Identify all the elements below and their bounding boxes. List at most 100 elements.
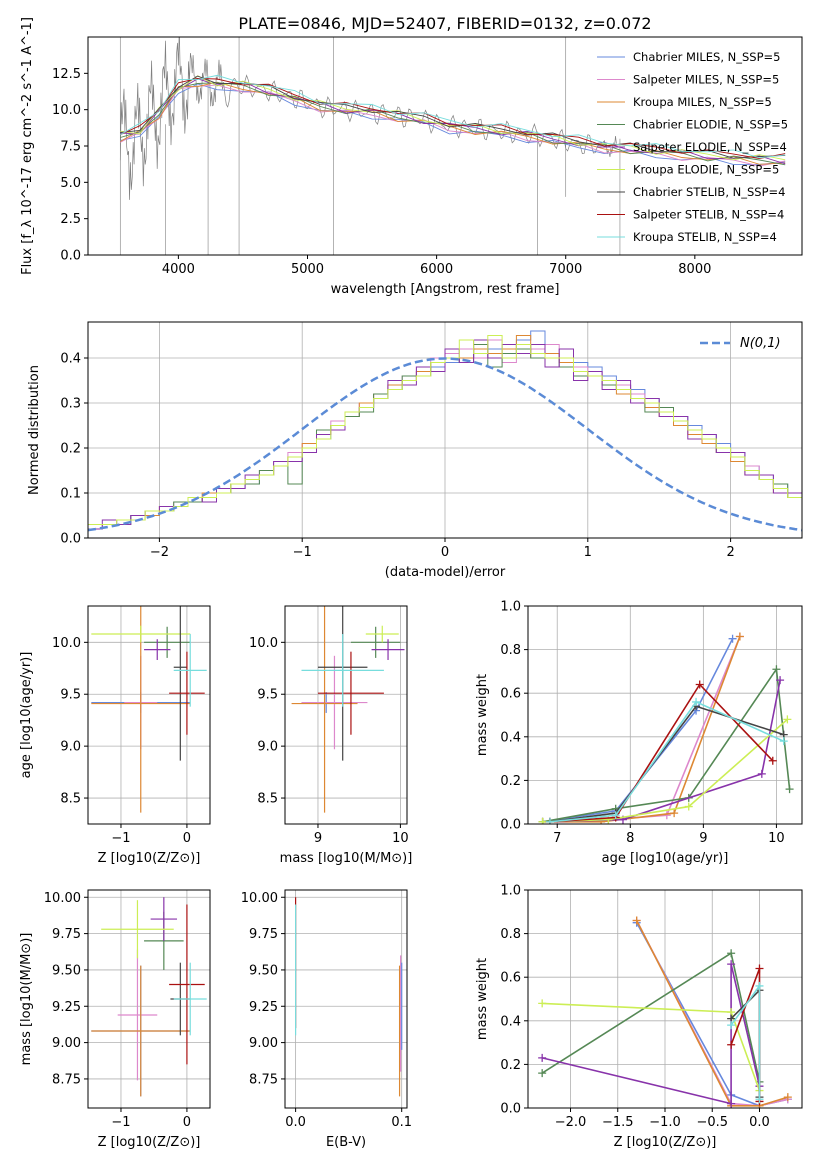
y-tick-label: 2.5 xyxy=(60,212,81,227)
y-tick-label: 0.0 xyxy=(60,249,81,264)
weight-marker-7 xyxy=(695,680,704,689)
y-tick-label: 0.0 xyxy=(60,532,81,547)
x-axis-label: mass [log10(M/M⊙)] xyxy=(280,851,413,866)
weight-marker-8 xyxy=(755,981,764,990)
weight-marker-7 xyxy=(755,964,764,973)
plot-area xyxy=(538,632,794,824)
model-line-7 xyxy=(120,77,786,159)
weight-marker-7 xyxy=(727,1040,736,1049)
figure-title: PLATE=0846, MJD=52407, FIBERID=0132, z=0… xyxy=(238,14,651,33)
y-tick-label: 9.5 xyxy=(257,688,278,703)
chart-residuals: −2 −1 0 1 2 0.0 0.1 0.2 0.3 0.4 (data-model)/error… xyxy=(27,321,803,580)
weight-marker-5 xyxy=(538,999,547,1008)
weight-line-3 xyxy=(541,951,761,1082)
axes-frame xyxy=(527,605,803,825)
histogram-step-4 xyxy=(88,339,802,530)
chart-spectrum: 4000 5000 6000 7000 8000 0.0 2.5 5.0 7.5 10.0 12.5… xyxy=(20,17,803,297)
y-tick-label: 10.0 xyxy=(52,103,81,118)
weight-line-0 xyxy=(542,638,734,823)
legend-label: Salpeter MILES, N_SSP=5 xyxy=(633,73,779,87)
weight-line-8 xyxy=(549,700,785,823)
x-tick-label: 0 xyxy=(183,831,191,846)
weight-line-1 xyxy=(542,636,741,823)
x-axis-label: E(B-V) xyxy=(326,1135,366,1150)
axes-frame xyxy=(284,889,408,1109)
chart-mass-vs-EBV: 0.0 0.1 8.75 9.00 9.25 9.50 9.75 10.00 E(B-V) xyxy=(241,889,412,1150)
weight-line-4 xyxy=(542,963,761,1105)
model-line-1 xyxy=(120,84,786,167)
y-tick-label: 9.0 xyxy=(257,740,278,755)
x-axis-label: Z [log10(Z/Z⊙)] xyxy=(98,851,201,866)
plot-area xyxy=(91,606,207,813)
weight-marker-3 xyxy=(727,949,736,958)
y-tick-label: 0.8 xyxy=(500,927,521,942)
x-tick-label: 10 xyxy=(768,831,785,846)
model-line-6 xyxy=(120,75,786,159)
plot-area xyxy=(91,897,207,1097)
x-tick-label: 8000 xyxy=(678,262,711,277)
y-tick-label: 9.25 xyxy=(249,1000,278,1015)
y-tick-label: 0.4 xyxy=(500,730,521,745)
x-tick-label: 10 xyxy=(392,831,409,846)
x-tick-label: 9 xyxy=(699,831,707,846)
legend-label: N(0,1) xyxy=(740,336,781,351)
weight-marker-5 xyxy=(604,815,613,824)
axes-frame xyxy=(87,605,211,825)
y-tick-label: 0.2 xyxy=(60,442,81,457)
chart-mass-weight-vs-Z: −2.0 −1.5 −1.0 −0.5 0.0 0.0 0.2 0.4 0.6 0.8 1.0 Z [… xyxy=(475,884,803,1150)
axes-frame xyxy=(284,605,408,825)
y-tick-label: 0.6 xyxy=(500,971,521,986)
weight-marker-8 xyxy=(727,1021,736,1030)
y-tick-label: 12.5 xyxy=(52,67,81,82)
weight-marker-3 xyxy=(538,1069,547,1078)
weight-marker-5 xyxy=(783,715,792,724)
histogram-step-2 xyxy=(88,335,802,530)
axes-frame xyxy=(87,889,211,1109)
y-axis-label: mass weight xyxy=(475,674,490,756)
weight-marker-4 xyxy=(727,960,736,969)
x-tick-label: −1 xyxy=(293,545,312,560)
y-tick-label: 0.0 xyxy=(500,1102,521,1117)
y-tick-label: 9.0 xyxy=(60,740,81,755)
x-axis-label: Z [log10(Z/Z⊙)] xyxy=(98,1135,201,1150)
x-tick-label: 5000 xyxy=(291,262,324,277)
weight-marker-5 xyxy=(684,802,693,811)
weight-marker-0 xyxy=(728,634,737,643)
weight-marker-8 xyxy=(692,697,701,706)
y-tick-label: 9.00 xyxy=(249,1036,278,1051)
histogram-step-5 xyxy=(88,335,802,525)
y-axis-label: age [log10(age/yr)] xyxy=(19,652,34,779)
y-tick-label: 10.0 xyxy=(249,636,278,651)
weight-marker-8 xyxy=(611,811,620,820)
weight-line-8 xyxy=(730,983,761,1100)
legend-label: Salpeter ELODIE, N_SSP=4 xyxy=(633,140,787,154)
legend: N(0,1) xyxy=(700,336,781,351)
x-tick-label: 1 xyxy=(584,545,592,560)
legend: Chabrier MILES, N_SSP=5 Salpeter MILES, N… xyxy=(597,50,788,244)
y-tick-label: 9.75 xyxy=(249,927,278,942)
x-tick-label: 0.0 xyxy=(285,1115,306,1130)
x-tick-label: 4000 xyxy=(162,262,195,277)
y-tick-label: 9.75 xyxy=(52,927,81,942)
y-tick-label: 9.50 xyxy=(249,963,278,978)
weight-line-7 xyxy=(549,683,774,823)
plot-area xyxy=(291,606,405,813)
y-axis-label: mass weight xyxy=(475,958,490,1040)
y-tick-label: 9.5 xyxy=(60,688,81,703)
x-axis-label: wavelength [Angstrom, rest frame] xyxy=(331,282,560,297)
y-tick-label: 0.2 xyxy=(500,1058,521,1073)
weight-marker-4 xyxy=(757,769,766,778)
y-tick-label: 8.75 xyxy=(249,1072,278,1087)
weight-marker-2 xyxy=(783,1093,792,1102)
x-tick-label: −2.0 xyxy=(555,1115,587,1130)
x-tick-label: 7 xyxy=(553,831,561,846)
legend-label: Kroupa ELODIE, N_SSP=5 xyxy=(633,163,779,177)
plot-area xyxy=(538,916,792,1108)
x-tick-label: 9 xyxy=(314,831,322,846)
x-tick-label: −1.0 xyxy=(649,1115,681,1130)
model-line-0 xyxy=(120,83,786,166)
plot-area xyxy=(88,330,802,532)
chart-mass-vs-Z: −1 0 8.75 9.00 9.25 9.50 9.75 10.00 Z [log10(Z/Z… xyxy=(19,889,211,1150)
legend-label: Salpeter STELIB, N_SSP=4 xyxy=(633,208,784,222)
x-tick-label: 0.1 xyxy=(391,1115,412,1130)
